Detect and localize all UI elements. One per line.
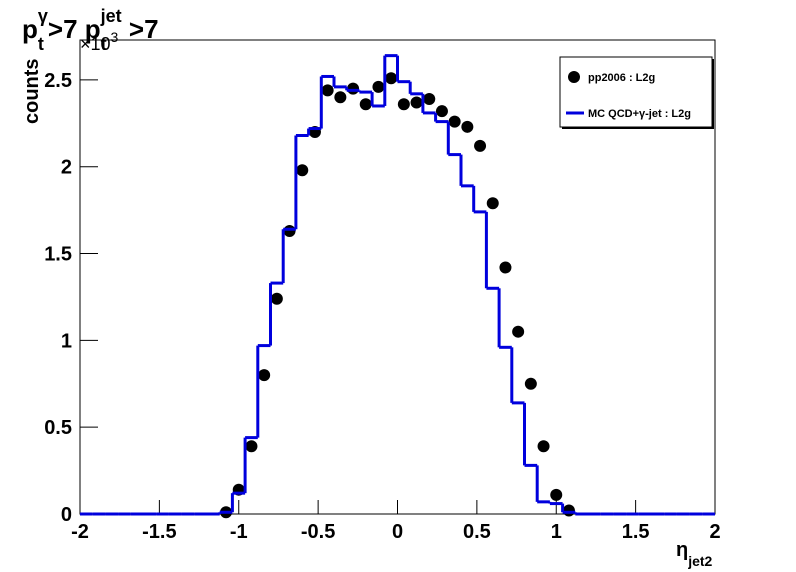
y-tick-label: 2 <box>61 157 72 179</box>
x-tick-label: -2 <box>71 521 89 543</box>
data-point <box>524 377 537 390</box>
data-point <box>385 72 398 85</box>
y-multiplier: ×103 <box>80 29 119 54</box>
data-point <box>474 139 487 152</box>
data-point <box>537 440 550 453</box>
legend-box <box>559 56 713 128</box>
multiplier-base: ×10 <box>80 34 111 54</box>
data-point <box>461 120 474 133</box>
title-base: >7 p <box>48 14 101 44</box>
y-axis-label: counts <box>21 58 43 124</box>
title-sup: jet <box>100 6 122 26</box>
data-point <box>334 91 347 104</box>
title-base: p <box>22 14 38 44</box>
data-point <box>435 105 448 118</box>
x-tick-label: -1 <box>230 521 248 543</box>
legend-marker <box>568 71 580 83</box>
y-tick-label: 0 <box>61 504 72 526</box>
data-point <box>296 164 309 177</box>
data-point <box>283 224 296 237</box>
y-tick-label: 0.5 <box>44 417 72 439</box>
data-point <box>423 93 436 106</box>
data-point <box>562 504 575 517</box>
data-point <box>410 96 423 109</box>
legend-label: MC QCD+γ-jet : L2g <box>588 108 691 120</box>
data-point <box>372 80 385 93</box>
data-point <box>321 84 334 97</box>
x-tick-label: 1.5 <box>622 521 650 543</box>
x-tick-label: 2 <box>709 521 720 543</box>
x-label-base: η <box>676 539 688 561</box>
data-point <box>486 197 499 210</box>
data-point <box>512 325 525 338</box>
data-point <box>359 98 372 111</box>
data-point <box>550 488 563 501</box>
title-base: >7 <box>122 14 159 44</box>
data-point <box>347 82 360 95</box>
x-tick-label: -1.5 <box>142 521 176 543</box>
data-point <box>499 261 512 274</box>
data-point <box>397 98 410 111</box>
legend-label: pp2006 : L2g <box>588 72 655 84</box>
y-tick-label: 1 <box>61 330 72 352</box>
data-point <box>258 369 271 382</box>
data-point <box>270 292 283 305</box>
x-tick-label: 0.5 <box>463 521 491 543</box>
x-tick-label: 0 <box>392 521 403 543</box>
title-sup: γ <box>38 6 48 26</box>
x-tick-label: 1 <box>551 521 562 543</box>
title-sub: t <box>101 34 107 54</box>
x-label-sub: jet2 <box>687 553 712 569</box>
x-axis-label: ηjet2 <box>676 539 713 569</box>
y-tick-label: 2.5 <box>44 70 72 92</box>
title-sub: t <box>38 34 44 54</box>
data-point <box>448 115 461 128</box>
y-tick-label: 1.5 <box>44 244 72 266</box>
data-point <box>245 440 258 453</box>
multiplier-exp: 3 <box>111 29 119 45</box>
x-tick-label: -0.5 <box>301 521 335 543</box>
